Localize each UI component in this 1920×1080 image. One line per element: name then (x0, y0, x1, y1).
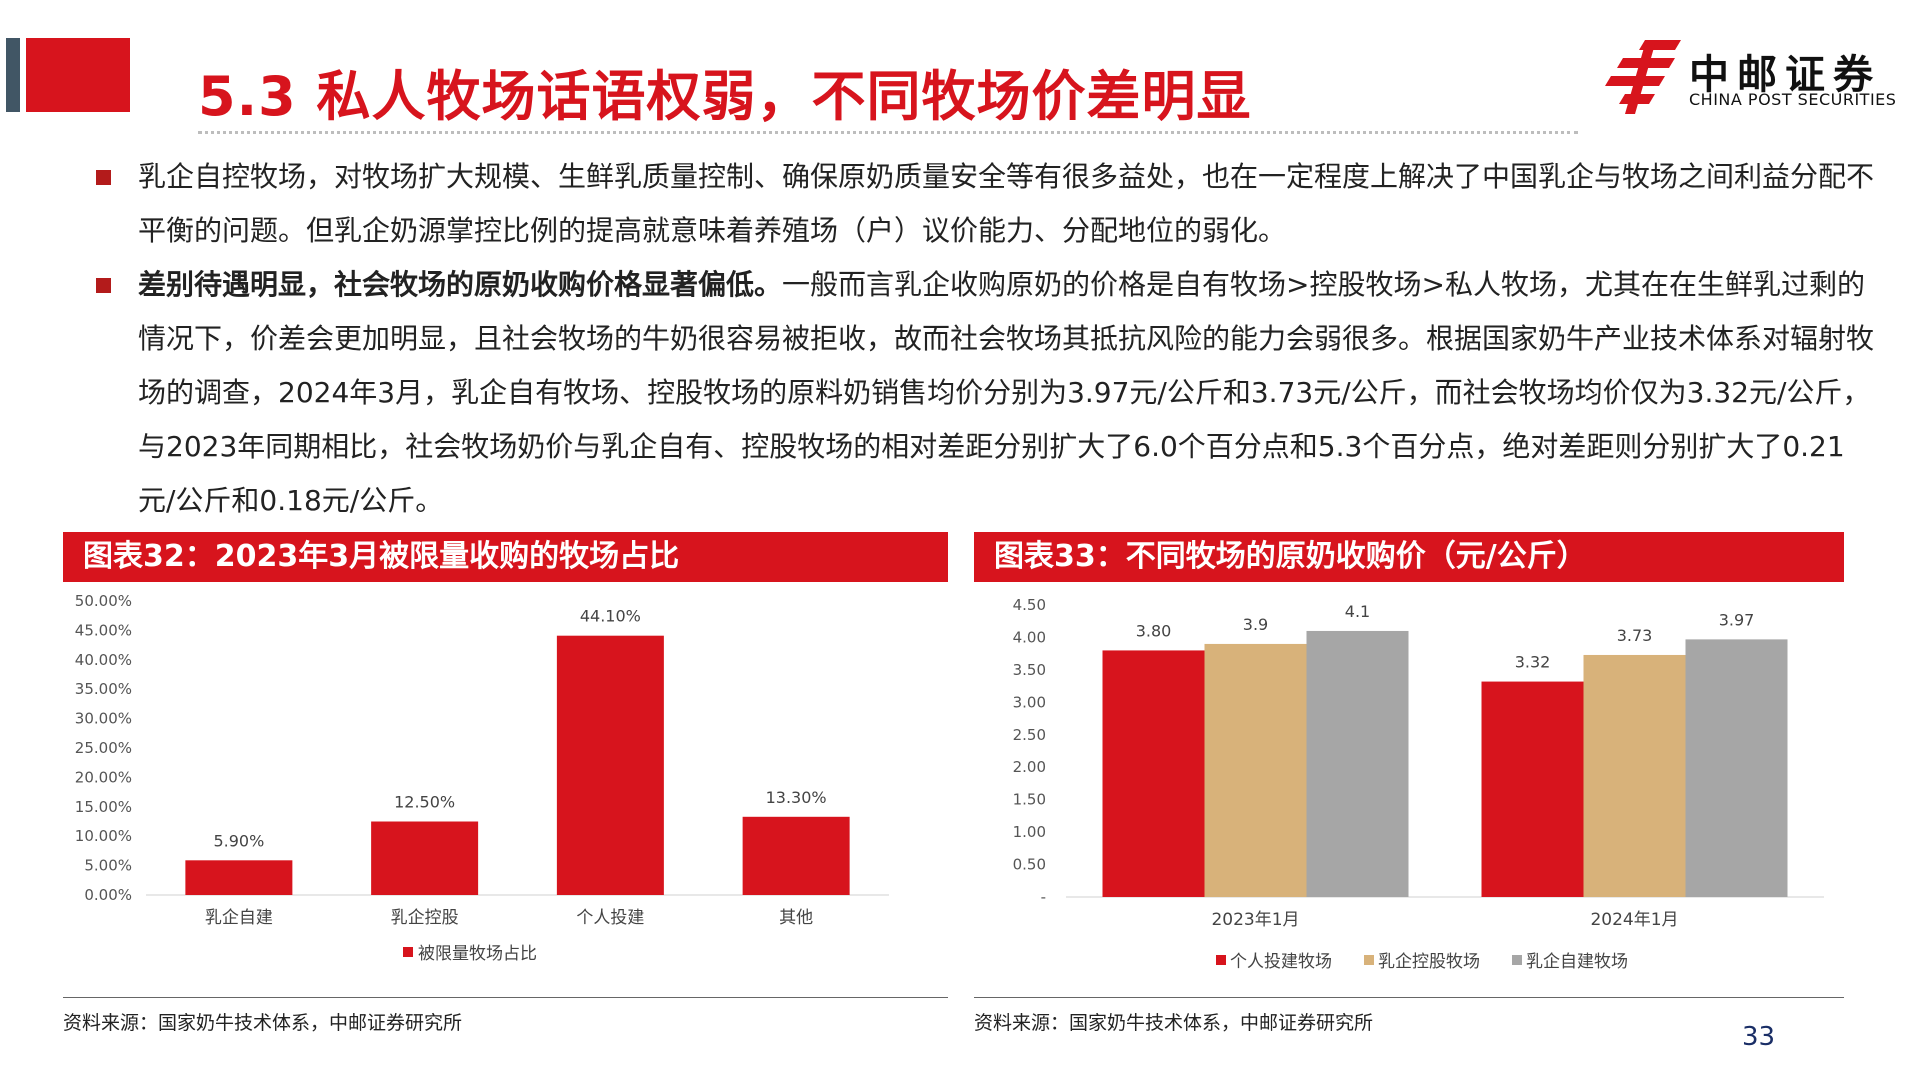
y-tick-label: 3.00 (1013, 693, 1046, 711)
china-post-logo-icon (1605, 40, 1681, 114)
logo-name-en: CHINA POST SECURITIES (1689, 90, 1897, 109)
bullet-square-icon (96, 170, 111, 185)
chart-33-header: 图表33：不同牧场的原奶收购价（元/公斤） (974, 532, 1844, 582)
bar-1-1 (1102, 650, 1205, 897)
legend-swatch (1512, 955, 1522, 965)
data-label: 4.1 (1345, 602, 1370, 621)
chart-panel-32: 图表32：2023年3月被限量收购的牧场占比 (63, 532, 948, 582)
bullet-square-icon (96, 278, 111, 293)
title-dotted-divider (198, 131, 1578, 134)
x-tick-label: 2024年1月 (1590, 910, 1678, 930)
data-label: 3.97 (1719, 610, 1755, 629)
x-tick-label: 乳企自建 (205, 908, 273, 928)
bar-4 (742, 816, 850, 895)
legend-swatch (1364, 955, 1374, 965)
chart-32-source-divider (63, 997, 948, 998)
bar-2 (371, 821, 479, 895)
bullet-item-1: 乳企自控牧场，对牧场扩大规模、生鲜乳质量控制、确保原奶质量安全等有很多益处，也在… (96, 150, 1876, 258)
bullet-text: 一般而言乳企收购原奶的价格是自有牧场>控股牧场>私人牧场，尤其在在生鲜乳过剩的情… (138, 268, 1875, 517)
data-label: 3.73 (1617, 626, 1653, 645)
x-tick-label: 乳企控股 (391, 908, 459, 928)
legend-swatch (1216, 955, 1226, 965)
y-tick-label: 30.00% (75, 710, 132, 728)
legend-label: 被限量牧场占比 (418, 944, 537, 964)
legend-label: 个人投建牧场 (1230, 952, 1332, 972)
y-tick-label: 4.00 (1013, 628, 1046, 646)
x-tick-label: 其他 (779, 908, 813, 928)
bullet-lead: 差别待遇明显，社会牧场的原奶收购价格显著偏低。 (138, 268, 783, 301)
chart-panel-33: 图表33：不同牧场的原奶收购价（元/公斤） (974, 532, 1844, 582)
chart-32-plot: 0.00% 5.00% 10.00% 15.00% 20.00% 25.00% 30.00%… (75, 592, 889, 964)
chart-33-source: 资料来源：国家奶牛技术体系，中邮证券研究所 (974, 1012, 1374, 1034)
y-tick-label: 0.50 (1013, 856, 1046, 874)
bar-2-2 (1583, 654, 1686, 897)
bar-1 (185, 860, 293, 895)
page-number: 33 (1742, 1022, 1776, 1052)
chart-32-source: 资料来源：国家奶牛技术体系，中邮证券研究所 (63, 1012, 463, 1034)
legend-label: 乳企自建牧场 (1526, 952, 1628, 972)
bar-1-3 (1306, 630, 1409, 897)
chart-33-source-divider (974, 997, 1844, 998)
y-tick-label: 1.50 (1013, 791, 1046, 809)
data-label: 5.90% (213, 831, 264, 850)
data-label: 12.50% (394, 793, 455, 812)
bar-2-3 (1685, 639, 1788, 897)
legend-swatch (403, 947, 413, 957)
bar-1-2 (1204, 643, 1307, 897)
data-label: 13.30% (766, 788, 827, 807)
data-label: 44.10% (580, 607, 641, 626)
y-tick-label: 0.00% (84, 886, 132, 904)
y-tick-label: 1.00 (1013, 823, 1046, 841)
bar-3 (556, 635, 664, 895)
bullet-list: 乳企自控牧场，对牧场扩大规模、生鲜乳质量控制、确保原奶质量安全等有很多益处，也在… (96, 150, 1876, 528)
y-tick-label: 50.00% (75, 592, 132, 610)
y-tick-label: 5.00% (84, 857, 132, 875)
x-tick-label: 2023年1月 (1211, 910, 1299, 930)
bullet-item-2: 差别待遇明显，社会牧场的原奶收购价格显著偏低。一般而言乳企收购原奶的价格是自有牧… (96, 258, 1876, 528)
y-tick-label: 35.00% (75, 680, 132, 698)
y-tick-label: 10.00% (75, 827, 132, 845)
data-label: 3.32 (1515, 653, 1551, 672)
y-tick-label: - (1041, 888, 1046, 906)
bullet-text: 乳企自控牧场，对牧场扩大规模、生鲜乳质量控制、确保原奶质量安全等有很多益处，也在… (138, 160, 1875, 247)
header-red-block (26, 38, 130, 112)
y-tick-label: 4.50 (1013, 596, 1046, 614)
y-tick-label: 40.00% (75, 651, 132, 669)
chart-32-header: 图表32：2023年3月被限量收购的牧场占比 (63, 532, 948, 582)
y-tick-label: 3.50 (1013, 661, 1046, 679)
x-tick-label: 个人投建 (576, 908, 644, 928)
data-label: 3.80 (1136, 621, 1172, 640)
chart-33-plot: - 0.50 1.00 1.50 2.00 2.50 3.00 3.50 4.00 4.50 3.8… (1013, 596, 1824, 972)
logo-name-cn: 中邮证券 (1689, 52, 1881, 98)
slide-title: 5.3 私人牧场话语权弱，不同牧场价差明显 (198, 65, 1252, 128)
bar-2-1 (1481, 681, 1584, 897)
company-logo: 中邮证券 CHINA POST SECURITIES (1605, 40, 1905, 114)
y-tick-label: 2.50 (1013, 726, 1046, 744)
legend-label: 乳企控股牧场 (1378, 952, 1480, 972)
y-tick-label: 20.00% (75, 768, 132, 786)
data-label: 3.9 (1243, 615, 1268, 634)
header-accent-bar (6, 38, 20, 112)
y-tick-label: 15.00% (75, 798, 132, 816)
y-tick-label: 45.00% (75, 621, 132, 639)
y-tick-label: 2.00 (1013, 758, 1046, 776)
y-tick-label: 25.00% (75, 739, 132, 757)
